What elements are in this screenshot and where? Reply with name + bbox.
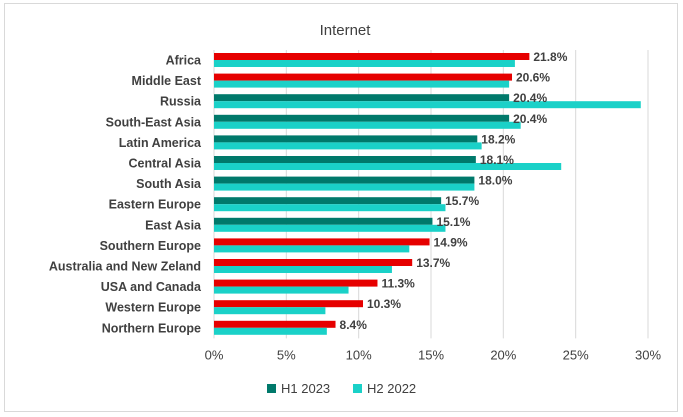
data-label: 14.9% (434, 235, 468, 249)
bar-h2-2022 (214, 121, 521, 129)
bar-h1-2023 (214, 259, 413, 266)
data-labels: 21.8% 20.6% 20.4% 20.4% 18.2% 18.1% 18.0% 15.7%… (340, 50, 568, 332)
category-label: East Asia (145, 218, 202, 232)
x-tick-label: 5% (277, 347, 296, 362)
data-label: 15.1% (436, 215, 470, 229)
bar-h2-2022 (214, 245, 410, 253)
data-label: 8.4% (340, 318, 368, 332)
x-tick-label: 15% (418, 347, 444, 362)
category-label: Australia and New Zeland (49, 260, 201, 274)
category-label: Southern Europe (100, 239, 201, 253)
data-label: 18.0% (478, 174, 512, 188)
x-tick-label: 20% (490, 347, 516, 362)
x-tick-label: 10% (346, 347, 372, 362)
bar-h2-2022 (214, 224, 446, 232)
bar-h2-2022 (214, 266, 392, 273)
bar-h1-2023 (214, 176, 475, 184)
category-label: Russia (160, 95, 202, 109)
bar-h1-2023 (214, 300, 364, 308)
bar-h2-2022 (214, 286, 349, 294)
bar-h2-2022 (214, 204, 446, 212)
category-label: Latin America (119, 136, 202, 150)
data-label: 11.3% (381, 277, 415, 291)
category-label: South Asia (136, 177, 202, 191)
data-label: 18.2% (481, 132, 515, 146)
bar-h1-2023 (214, 279, 378, 287)
bar-h2-2022 (214, 142, 482, 150)
bar-h1-2023 (214, 238, 430, 246)
x-tick-label: 30% (635, 347, 661, 362)
bar-h1-2023 (214, 73, 513, 81)
data-label: 20.4% (513, 112, 547, 126)
category-label: Eastern Europe (109, 198, 201, 212)
bar-h1-2023 (214, 217, 433, 225)
grid-lines (213, 50, 649, 339)
bar-h1-2023 (214, 53, 530, 60)
category-label: Central Asia (129, 157, 203, 171)
bar-h1-2023 (214, 156, 476, 163)
category-labels: Africa Middle East Russia South-East Asia La… (49, 54, 202, 336)
legend-label-h2-2022: H2 2022 (367, 381, 416, 396)
bars (214, 53, 641, 335)
bar-h2-2022 (214, 183, 475, 191)
bar-h2-2022 (214, 327, 327, 335)
bar-h2-2022 (214, 307, 326, 315)
data-label: 21.8% (533, 50, 567, 64)
bar-chart: Internet Africa Middle East Russia South-Ea… (49, 22, 662, 396)
x-tick-label: 0% (205, 347, 224, 362)
x-tick-label: 25% (563, 347, 589, 362)
bar-h2-2022 (214, 101, 641, 109)
category-label: Middle East (132, 74, 202, 88)
chart-title: Internet (320, 22, 372, 39)
data-label: 13.7% (416, 256, 450, 270)
bar-h1-2023 (214, 320, 336, 328)
data-label: 20.6% (516, 71, 550, 85)
bar-h1-2023 (214, 197, 442, 205)
bar-h2-2022 (214, 80, 510, 88)
bar-h2-2022 (214, 163, 562, 170)
bar-h1-2023 (214, 94, 510, 102)
bar-h2-2022 (214, 60, 515, 67)
legend: H1 2023 H2 2022 (267, 381, 416, 396)
category-label: Africa (166, 54, 202, 68)
bar-h1-2023 (214, 114, 510, 122)
category-label: Northern Europe (102, 321, 201, 335)
data-label: 15.7% (445, 194, 479, 208)
chart-frame: Internet Africa Middle East Russia South-Ea… (4, 3, 678, 412)
x-tick-labels: 0% 5% 10% 15% 20% 25% 30% (205, 347, 662, 362)
data-label: 18.1% (480, 153, 514, 167)
bar-h1-2023 (214, 135, 478, 143)
data-label: 20.4% (513, 91, 547, 105)
legend-swatch-h1-2023 (267, 384, 276, 393)
category-label: Western Europe (105, 301, 201, 315)
category-label: USA and Canada (101, 280, 202, 294)
category-label: South-East Asia (106, 115, 202, 129)
data-label: 10.3% (367, 297, 401, 311)
legend-label-h1-2023: H1 2023 (281, 381, 330, 396)
legend-swatch-h2-2022 (353, 384, 362, 393)
